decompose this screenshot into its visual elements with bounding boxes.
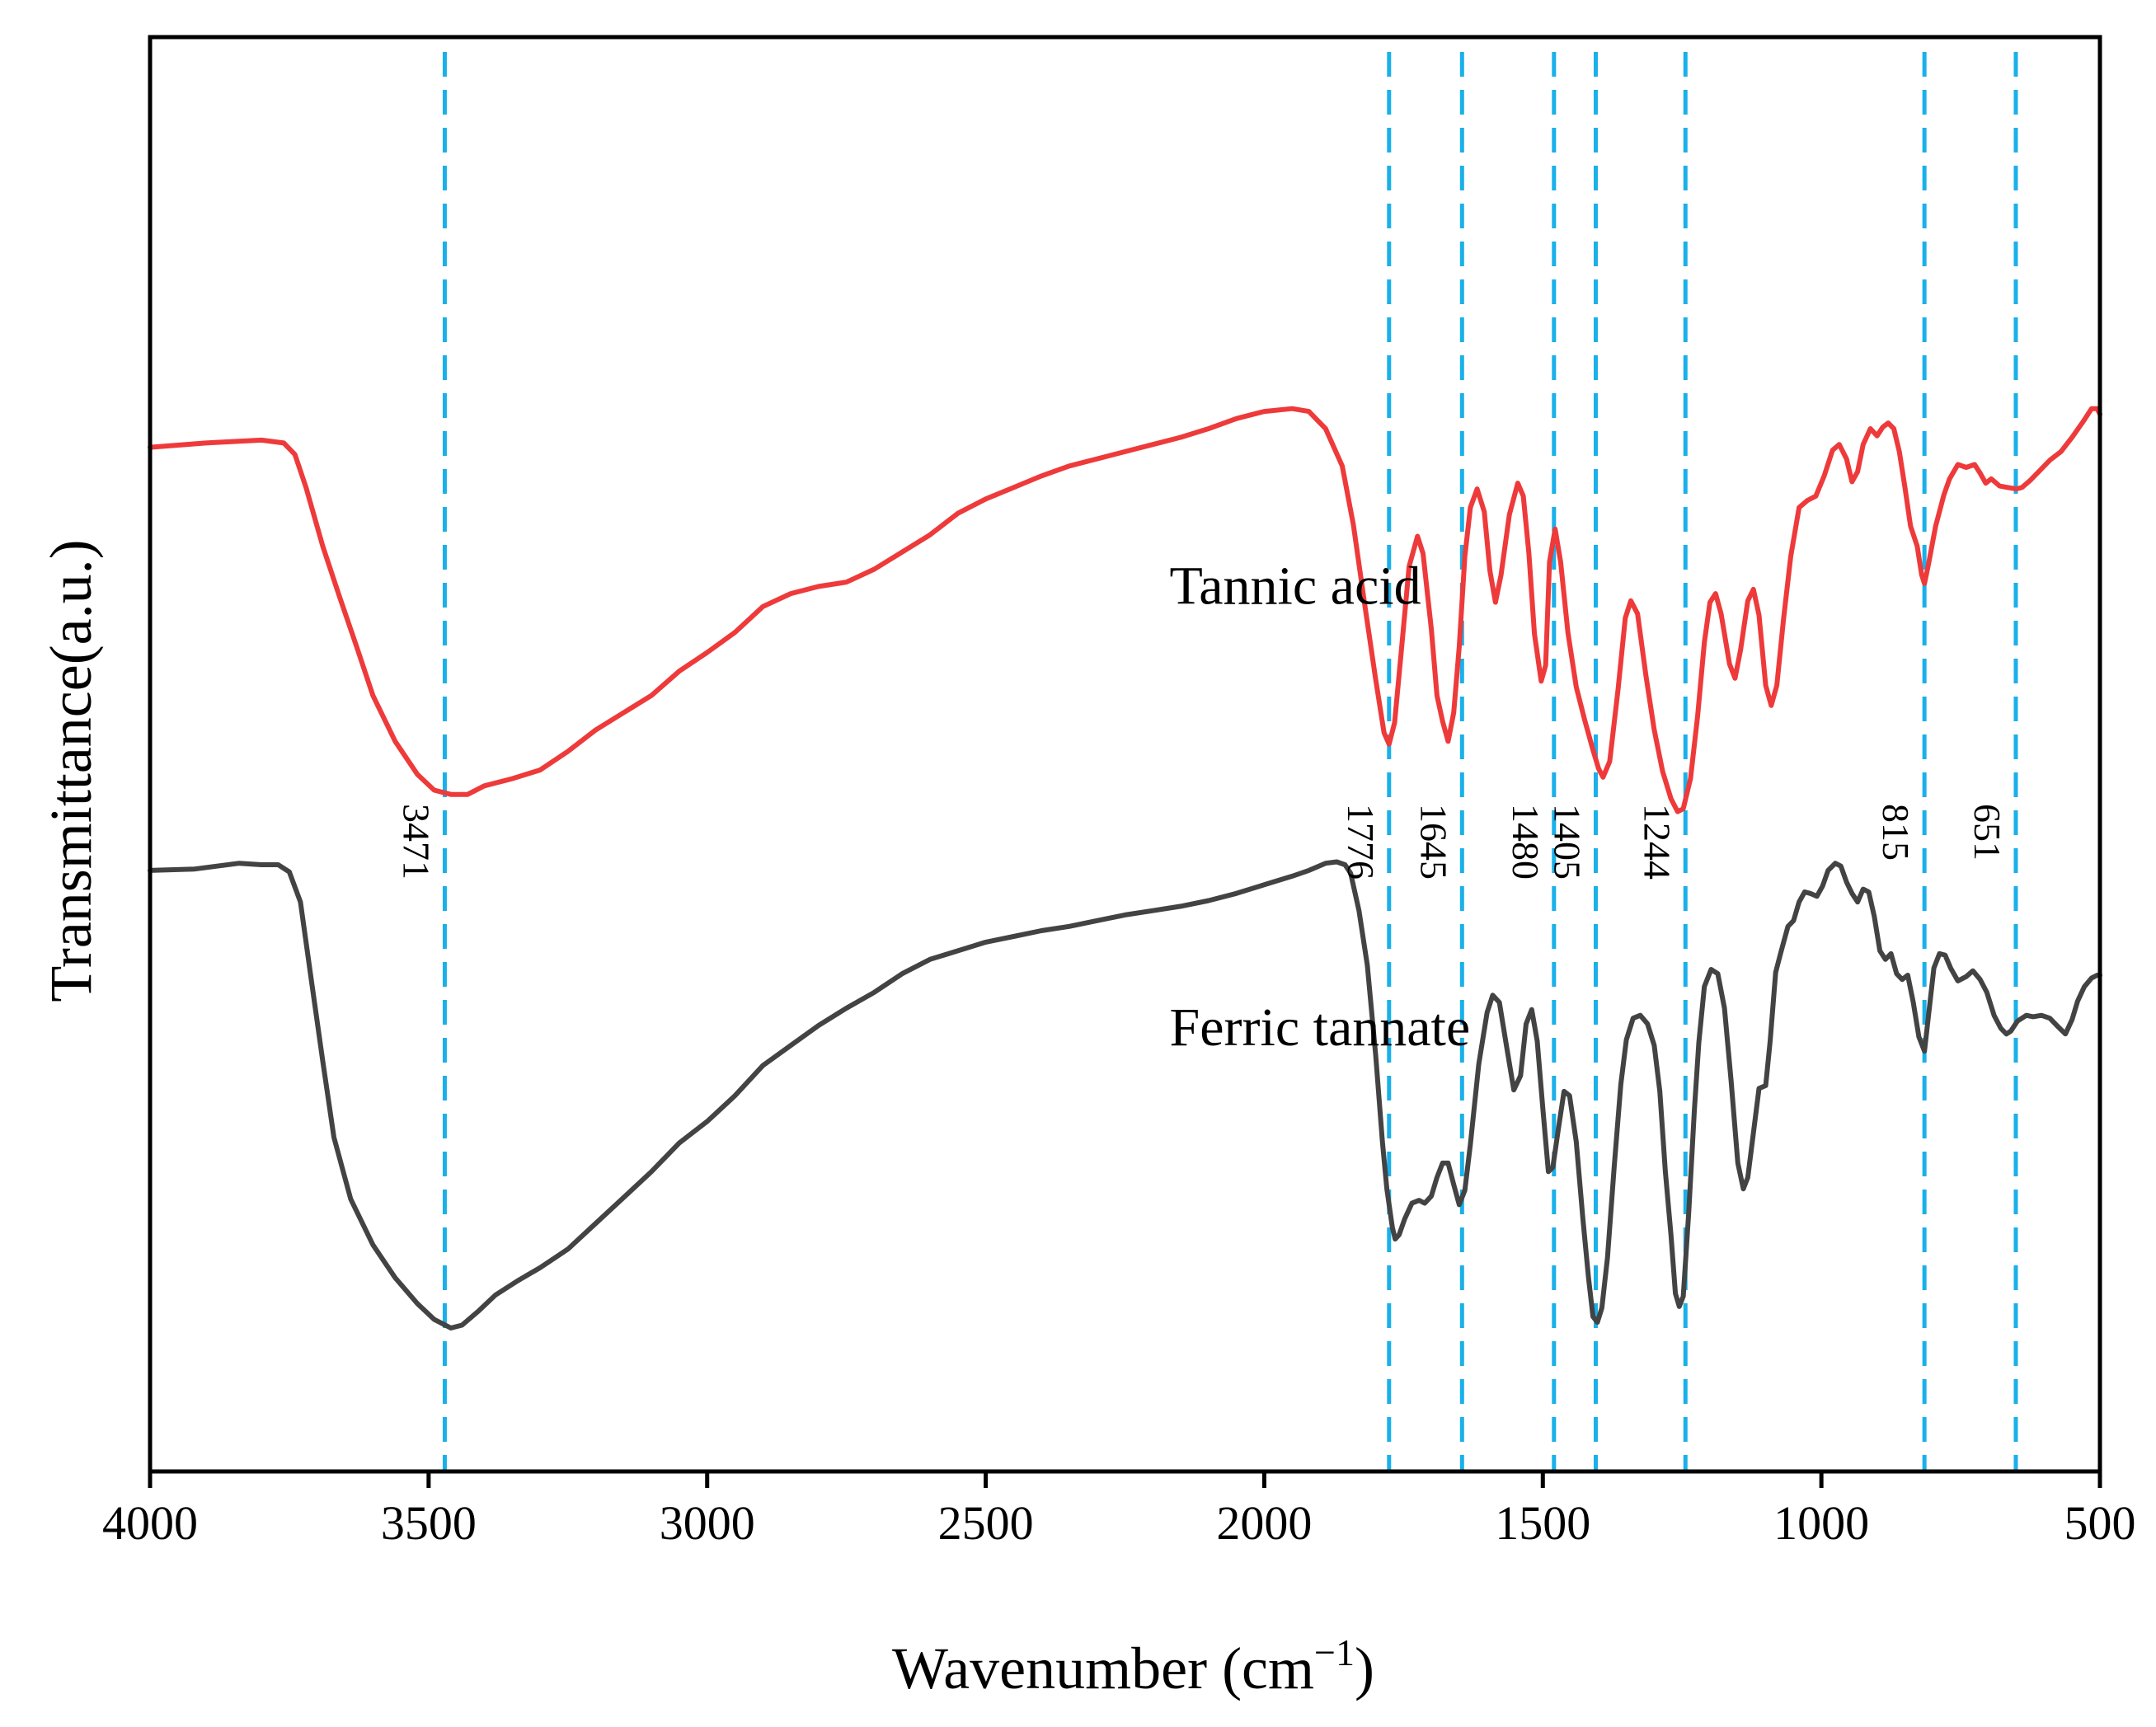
peak-label-815: 815 bbox=[1875, 804, 1917, 861]
series-label-ferric-tannate: Ferric tannate bbox=[1170, 997, 1471, 1058]
x-tick-label-4000: 4000 bbox=[102, 1496, 198, 1550]
x-axis-title-superscript: −1 bbox=[1314, 1631, 1355, 1673]
series-line-tannic-acid bbox=[148, 406, 2102, 814]
peak-label-1645: 1645 bbox=[1412, 804, 1454, 880]
series-line-ferric-tannate bbox=[148, 859, 2102, 1330]
x-axis-title: Wavenumber (cm−1) bbox=[892, 1631, 1374, 1701]
peak-label-1244: 1244 bbox=[1636, 804, 1678, 880]
series-lines bbox=[148, 406, 2102, 1330]
x-tick-label-3000: 3000 bbox=[660, 1496, 755, 1550]
x-tick-label-2000: 2000 bbox=[1216, 1496, 1312, 1550]
x-axis-ticks: 4000 3500 3000 2500 2000 1500 1000 500 bbox=[102, 1471, 2136, 1550]
x-tick-label-1500: 1500 bbox=[1495, 1496, 1590, 1550]
x-tick-label-500: 500 bbox=[2064, 1496, 2136, 1550]
series-label-tannic-acid: Tannic acid bbox=[1170, 556, 1421, 616]
peak-label-1776: 1776 bbox=[1340, 804, 1382, 880]
peak-label-1405: 1405 bbox=[1546, 804, 1588, 880]
x-tick-label-3500: 3500 bbox=[381, 1496, 477, 1550]
x-tick-label-2500: 2500 bbox=[938, 1496, 1034, 1550]
peak-label-1480: 1480 bbox=[1505, 804, 1547, 880]
reference-lines bbox=[442, 52, 2018, 1471]
x-axis-title-close: ) bbox=[1355, 1635, 1374, 1701]
x-axis-title-main: Wavenumber (cm bbox=[892, 1635, 1314, 1701]
x-tick-label-1000: 1000 bbox=[1773, 1496, 1869, 1550]
peak-label-3471: 3471 bbox=[395, 804, 437, 880]
peak-label-651: 651 bbox=[1966, 804, 2008, 861]
series-labels: Tannic acid Ferric tannate bbox=[1170, 556, 1471, 1058]
plot-frame bbox=[148, 35, 2102, 1474]
peak-labels: 3471 1776 1645 1480 1405 1244 815 651 bbox=[395, 804, 2008, 880]
y-axis-title: Transmittance(a.u.) bbox=[38, 539, 104, 1002]
